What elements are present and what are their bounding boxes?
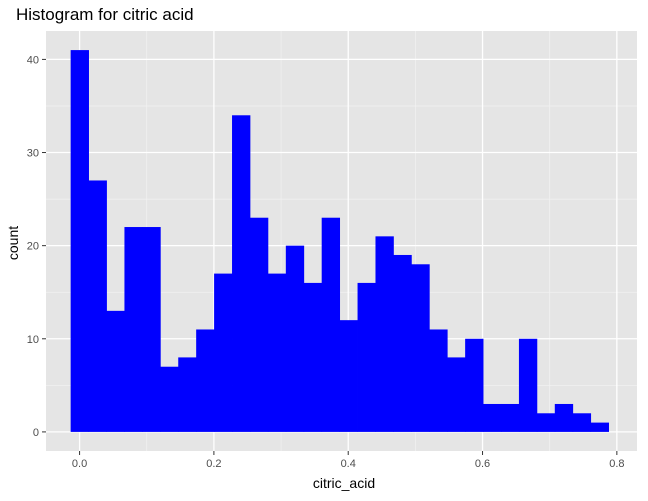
histogram-bar	[196, 329, 215, 432]
histogram-bar	[160, 366, 179, 432]
x-axis-ticks: 0.0 0.2 0.4 0.6 0.8	[72, 451, 625, 470]
histogram-bar	[465, 338, 484, 432]
histogram-bar	[214, 273, 233, 432]
histogram-bar	[483, 403, 502, 432]
histogram-bar	[501, 403, 520, 432]
histogram-bar	[536, 413, 556, 432]
histogram-bar	[267, 273, 287, 432]
x-tick-label: 0.6	[475, 458, 490, 470]
histogram-bar	[411, 264, 430, 432]
histogram-bar	[393, 254, 412, 432]
histogram-bar	[447, 357, 466, 432]
y-tick-label: 40	[27, 54, 39, 66]
y-tick-label: 10	[27, 334, 39, 346]
minor-gridlines	[46, 31, 637, 451]
y-axis-ticks: 0 10 20 30 40	[27, 54, 46, 439]
histogram-bar	[357, 282, 376, 432]
y-tick-label: 20	[27, 241, 39, 253]
y-axis-label: count	[5, 226, 21, 260]
x-axis-label: citric_acid	[313, 475, 375, 491]
chart-title: Histogram for citric acid	[16, 5, 194, 24]
histogram-bar	[142, 227, 161, 432]
histogram-bar	[518, 338, 538, 432]
histogram-bar	[70, 50, 89, 432]
histogram-bar	[590, 422, 609, 432]
histogram-bar	[375, 236, 394, 432]
y-tick-label: 0	[33, 427, 39, 439]
histogram-bar	[178, 357, 197, 432]
x-tick-label: 0.4	[341, 458, 356, 470]
histogram-bar	[232, 115, 251, 432]
histogram-bar	[339, 320, 358, 432]
x-tick-label: 0.2	[206, 458, 221, 470]
histogram-bar	[303, 282, 323, 432]
histogram-bar	[321, 217, 341, 432]
x-tick-label: 0.8	[609, 458, 624, 470]
histogram-bar	[572, 413, 592, 432]
y-tick-label: 30	[27, 148, 39, 160]
histogram-bar	[249, 217, 269, 432]
histogram-bar	[285, 245, 305, 432]
histogram-bar	[88, 180, 107, 432]
histogram-bar	[106, 310, 125, 432]
x-tick-label: 0.0	[72, 458, 87, 470]
histogram-bars	[70, 50, 609, 432]
histogram-bar	[429, 329, 448, 432]
histogram-bar	[554, 403, 574, 432]
histogram-bar	[124, 227, 143, 432]
